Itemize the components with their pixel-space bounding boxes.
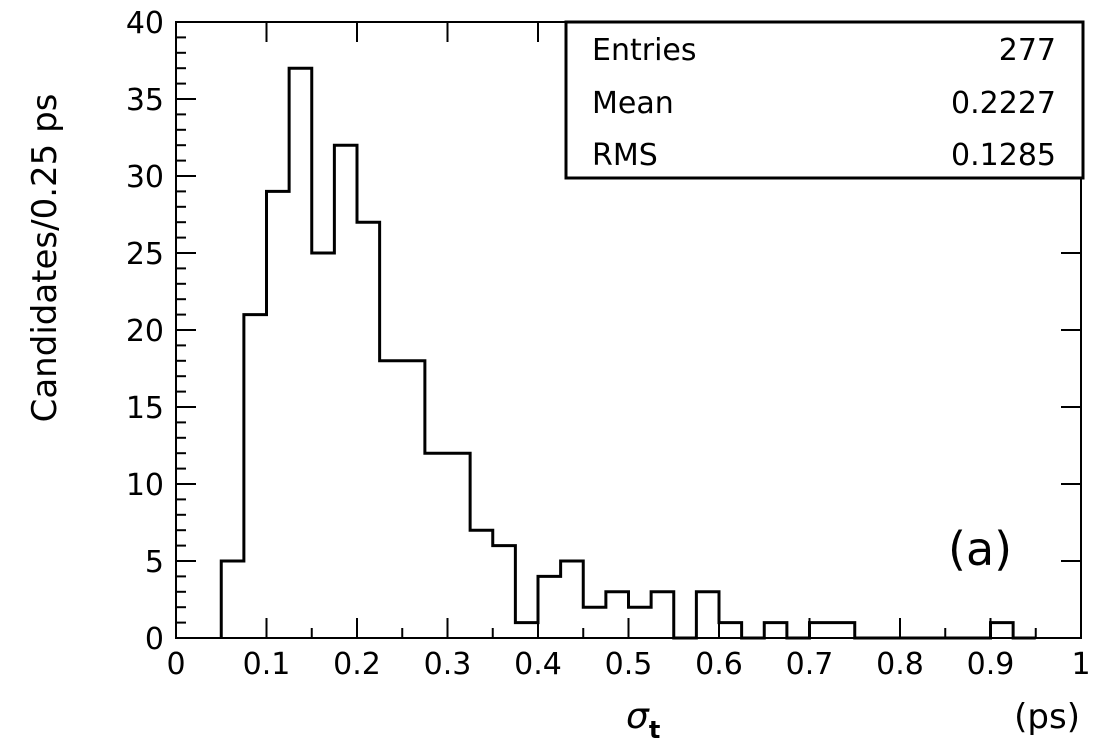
histogram-bin xyxy=(561,561,584,638)
histogram-bin xyxy=(334,145,357,638)
x-axis-subscript: t xyxy=(649,716,660,744)
x-tick-label: 0 xyxy=(166,647,185,682)
x-tick-label: 0.7 xyxy=(786,647,834,682)
histogram-bin xyxy=(696,592,719,638)
x-tick-label: 0.9 xyxy=(967,647,1015,682)
x-tick-label: 0.4 xyxy=(514,647,562,682)
histogram-bin xyxy=(402,361,425,638)
y-tick-label: 40 xyxy=(126,6,164,41)
histogram-bin xyxy=(425,453,448,638)
stat-entries-label: Entries xyxy=(592,33,697,68)
x-tick-label: 1 xyxy=(1071,647,1090,682)
histogram-bin xyxy=(244,315,267,638)
histogram-bin xyxy=(810,623,833,638)
histogram-bin xyxy=(448,453,471,638)
axis-ticks: 0 0.1 0.2 0.3 0.4 0.5 0.6 0.7 0.8 0.9 105101520253… xyxy=(126,6,1091,682)
histogram-bin xyxy=(221,561,244,638)
histogram-bin xyxy=(719,623,742,638)
y-tick-label: 25 xyxy=(126,237,164,272)
histogram-bin xyxy=(629,607,652,638)
y-tick-label: 15 xyxy=(126,391,164,426)
y-axis-label: Candidates/0.25 ps xyxy=(25,94,65,423)
stat-rms-label: RMS xyxy=(592,138,658,173)
y-tick-label: 10 xyxy=(126,468,164,503)
histogram-bin xyxy=(515,623,538,638)
y-tick-label: 0 xyxy=(145,622,164,657)
histogram-bin xyxy=(357,222,380,638)
histogram-bin xyxy=(289,68,312,638)
histogram-bin xyxy=(538,576,561,638)
x-tick-label: 0.2 xyxy=(333,647,381,682)
x-tick-label: 0.1 xyxy=(243,647,291,682)
histogram-bin xyxy=(991,623,1014,638)
histogram-bin xyxy=(470,530,493,638)
stat-mean-value: 0.2227 xyxy=(951,86,1056,121)
x-tick-label: 0.6 xyxy=(695,647,743,682)
stats-box-frame xyxy=(564,20,1085,180)
stat-mean-label: Mean xyxy=(592,86,674,121)
stat-entries-value: 277 xyxy=(999,33,1056,68)
histogram-bin xyxy=(606,592,629,638)
histogram-bin xyxy=(380,361,403,638)
histogram-bin xyxy=(764,623,787,638)
x-axis-symbol: σ xyxy=(626,696,650,737)
x-axis-label: σt xyxy=(626,696,660,744)
y-tick-label: 5 xyxy=(145,545,164,580)
x-tick-label: 0.8 xyxy=(876,647,924,682)
histogram-bin xyxy=(312,253,335,638)
histogram-bin xyxy=(267,191,290,638)
y-tick-label: 20 xyxy=(126,314,164,349)
y-tick-label: 30 xyxy=(126,160,164,195)
histogram-bin xyxy=(583,607,606,638)
histogram-outline xyxy=(219,66,1036,640)
histogram-bin xyxy=(651,592,674,638)
x-tick-label: 0.5 xyxy=(605,647,653,682)
histogram-bin xyxy=(493,546,516,638)
x-tick-label: 0.3 xyxy=(424,647,472,682)
y-tick-label: 35 xyxy=(126,83,164,118)
x-axis-unit: (ps) xyxy=(1014,697,1080,737)
stats-box: Entries 277 Mean 0.2227 RMS 0.1285 xyxy=(564,20,1085,180)
histogram-bin xyxy=(832,623,855,638)
stat-rms-value: 0.1285 xyxy=(951,138,1056,173)
panel-label: (a) xyxy=(948,522,1012,576)
